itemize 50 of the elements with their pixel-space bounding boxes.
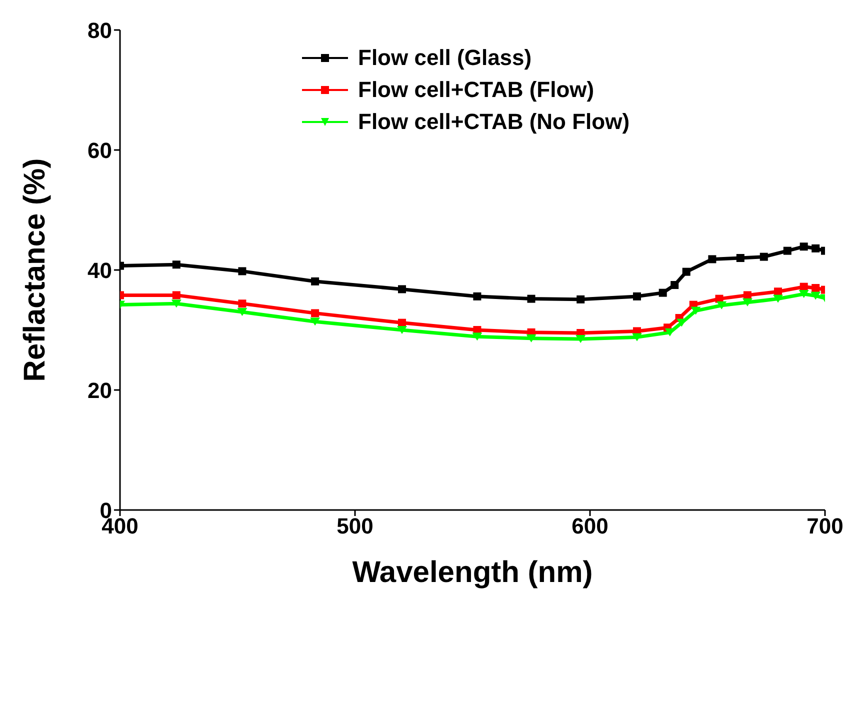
- point: [760, 252, 768, 261]
- point: [576, 335, 586, 343]
- point: [800, 242, 808, 251]
- point: [397, 326, 407, 334]
- line-series: [120, 290, 825, 343]
- point: [736, 254, 744, 262]
- point: [783, 246, 792, 255]
- point: [812, 284, 820, 292]
- point: [238, 300, 246, 308]
- point: [527, 294, 536, 303]
- point: [743, 291, 752, 300]
- x-axis-title: Wavelength (nm): [352, 556, 593, 589]
- point: [773, 294, 783, 303]
- point: [632, 333, 642, 342]
- y-tick-label: 40: [88, 258, 112, 283]
- point: [472, 332, 482, 341]
- y-tick-label: 80: [88, 18, 112, 43]
- y-tick-label: 60: [88, 138, 112, 163]
- point: [774, 288, 782, 296]
- point: [310, 318, 320, 326]
- point: [398, 285, 406, 294]
- point: [576, 295, 585, 304]
- point: [742, 298, 752, 306]
- legend-label: Flow cell+CTAB (Flow): [358, 77, 594, 103]
- y-axis-title: Reflactance (%): [18, 158, 52, 382]
- legend-label: Flow cell+CTAB (No Flow): [358, 109, 630, 135]
- point: [670, 281, 679, 289]
- y-tick-label: 20: [88, 378, 112, 403]
- point: [682, 268, 690, 276]
- point: [526, 334, 536, 342]
- legend-label: Flow cell (Glass): [358, 45, 532, 71]
- point: [311, 309, 320, 318]
- point: [716, 301, 727, 310]
- point: [237, 308, 248, 316]
- point: [238, 267, 246, 276]
- point: [311, 277, 320, 286]
- point: [171, 300, 182, 308]
- point: [633, 292, 641, 300]
- point: [708, 255, 716, 264]
- x-tick-label: 600: [572, 514, 608, 539]
- point: [172, 291, 180, 300]
- point: [812, 244, 820, 252]
- x-tick-label: 500: [336, 514, 374, 539]
- point: [690, 306, 701, 315]
- point: [658, 288, 667, 297]
- point: [172, 260, 180, 269]
- point: [810, 292, 821, 300]
- point: [473, 292, 482, 300]
- point: [798, 290, 809, 298]
- x-tick-label: 700: [806, 514, 844, 539]
